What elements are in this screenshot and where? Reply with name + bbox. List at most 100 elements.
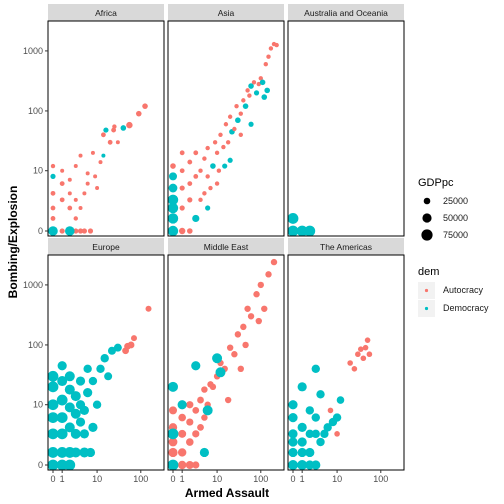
x-tick-label-europe-100: 100 [133,474,148,484]
facet-strip-label-asia: Asia [218,8,235,18]
data-point-africa-17 [60,168,65,173]
data-point-asia-50 [259,79,266,86]
data-point-europe-17 [64,422,75,433]
x-tick-label-europe-0: 0 [50,474,55,484]
data-point-africa-40 [135,110,142,117]
data-point-middle-east-31 [253,291,260,298]
data-point-the-americas-28 [360,355,367,362]
x-tick-label-europe-10: 10 [92,474,102,484]
data-point-the-americas-22 [336,396,345,404]
color-legend: dem Autocracy Democracy [418,266,489,317]
data-point-europe-40 [130,335,137,342]
data-point-middle-east-35 [261,305,268,312]
y-tick-label-europe-100: 100 [28,340,43,350]
data-point-asia-3 [187,228,193,234]
data-point-africa-7 [87,228,94,234]
data-point-asia-21 [198,168,203,173]
y-tick-label-africa-1000: 1000 [23,46,43,56]
data-point-asia-20 [198,197,203,203]
x-tick-label-middle-east-1: 1 [180,474,185,484]
y-axis-title: Bombing/Explosion [6,186,20,299]
data-point-africa-38 [120,125,127,131]
data-point-asia-9 [170,163,176,169]
data-point-middle-east-49 [242,341,249,349]
facet-panel-australia-and-oceania: Australia and Oceania [287,4,405,237]
data-point-europe-30 [88,376,98,386]
data-point-australia-and-oceania-1 [296,225,308,237]
data-point-middle-east-44 [199,447,210,458]
data-point-asia-31 [218,132,223,138]
data-point-africa-18 [67,205,73,211]
data-point-europe-27 [79,405,90,415]
data-point-the-americas-27 [355,351,361,358]
data-point-europe-16 [57,376,68,387]
data-point-middle-east-38 [167,428,179,440]
data-point-middle-east-2 [185,461,194,469]
facet-border-africa [47,20,165,237]
data-point-middle-east-18 [201,414,208,421]
data-point-europe-9 [47,428,59,440]
data-point-the-americas-8 [288,429,298,439]
x-tick-label-middle-east-0: 0 [170,474,175,484]
data-point-asia-52 [266,54,271,59]
data-point-africa-2 [59,228,65,234]
size-legend-label-25000: 25000 [443,196,468,206]
data-point-africa-24 [78,206,83,211]
data-point-middle-east-5 [168,437,178,447]
data-point-the-americas-6 [305,447,315,458]
data-point-asia-25 [205,145,210,151]
data-point-asia-62 [238,132,243,138]
data-point-asia-63 [248,121,254,127]
data-point-africa-34 [107,139,113,145]
data-point-asia-57 [264,87,271,94]
data-point-asia-12 [179,168,185,174]
data-point-africa-28 [85,171,90,176]
data-point-africa-20 [67,177,72,182]
data-point-the-americas-24 [311,364,320,374]
data-point-africa-29 [90,150,95,155]
data-point-the-americas-17 [297,382,307,392]
data-point-the-americas-34 [334,431,340,437]
data-point-asia-11 [179,185,185,191]
data-point-middle-east-17 [197,396,204,404]
data-point-asia-49 [258,76,263,81]
data-point-middle-east-48 [237,365,244,373]
data-point-africa-23 [73,164,78,169]
data-point-europe-12 [47,381,59,393]
data-point-europe-20 [70,428,81,439]
data-point-asia-29 [214,150,220,156]
data-point-australia-and-oceania-2 [304,225,316,237]
data-point-europe-29 [88,422,98,432]
data-point-europe-23 [75,417,86,427]
data-point-asia-43 [245,88,250,93]
data-point-middle-east-37 [167,459,179,471]
facet-plot-area-the-americas [288,255,404,470]
data-point-middle-east-41 [202,405,213,416]
data-point-europe-10 [47,412,59,423]
data-point-asia-55 [274,42,279,48]
data-point-asia-40 [238,111,243,116]
data-point-africa-37 [115,140,120,145]
facet-border-asia [167,20,285,237]
data-point-asia-33 [223,122,229,127]
data-point-middle-east-12 [186,418,194,426]
data-point-the-americas-32 [351,366,358,372]
data-point-australia-and-oceania-3 [287,213,299,224]
facet-strip-middle-east [168,238,284,255]
size-legend-key-25000 [423,197,431,205]
data-point-asia-41 [241,98,246,103]
data-point-middle-east-15 [192,406,200,414]
x-tick-label-the-americas-100: 100 [373,474,388,484]
data-point-europe-25 [75,376,86,386]
data-point-africa-13 [50,173,56,179]
facet-strip-label-europe: Europe [92,242,120,252]
facet-strip-africa [48,4,164,21]
data-point-europe-26 [79,429,90,439]
data-point-the-americas-13 [316,437,325,447]
data-point-middle-east-26 [231,351,238,358]
facet-strip-label-africa: Africa [95,8,117,18]
x-tick-label-the-americas-0: 0 [290,474,295,484]
data-point-africa-42 [101,153,106,158]
data-point-middle-east-14 [192,430,200,438]
